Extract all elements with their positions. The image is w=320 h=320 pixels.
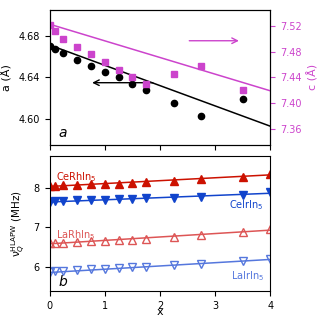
Text: a: a: [59, 126, 67, 140]
Text: LaRhIn$_5$: LaRhIn$_5$: [56, 228, 95, 242]
Y-axis label: a (Å): a (Å): [2, 64, 13, 91]
Text: CeRhIn$_5$: CeRhIn$_5$: [56, 170, 97, 184]
Text: LaIrIn$_5$: LaIrIn$_5$: [231, 269, 264, 283]
Y-axis label: ν$_Q^{\rm HLAPW}$ (MHz): ν$_Q^{\rm HLAPW}$ (MHz): [10, 190, 28, 257]
Text: CeIrIn$_5$: CeIrIn$_5$: [229, 198, 264, 212]
Y-axis label: c (Å): c (Å): [308, 64, 319, 90]
Text: b: b: [59, 275, 67, 289]
Text: x: x: [157, 307, 163, 317]
